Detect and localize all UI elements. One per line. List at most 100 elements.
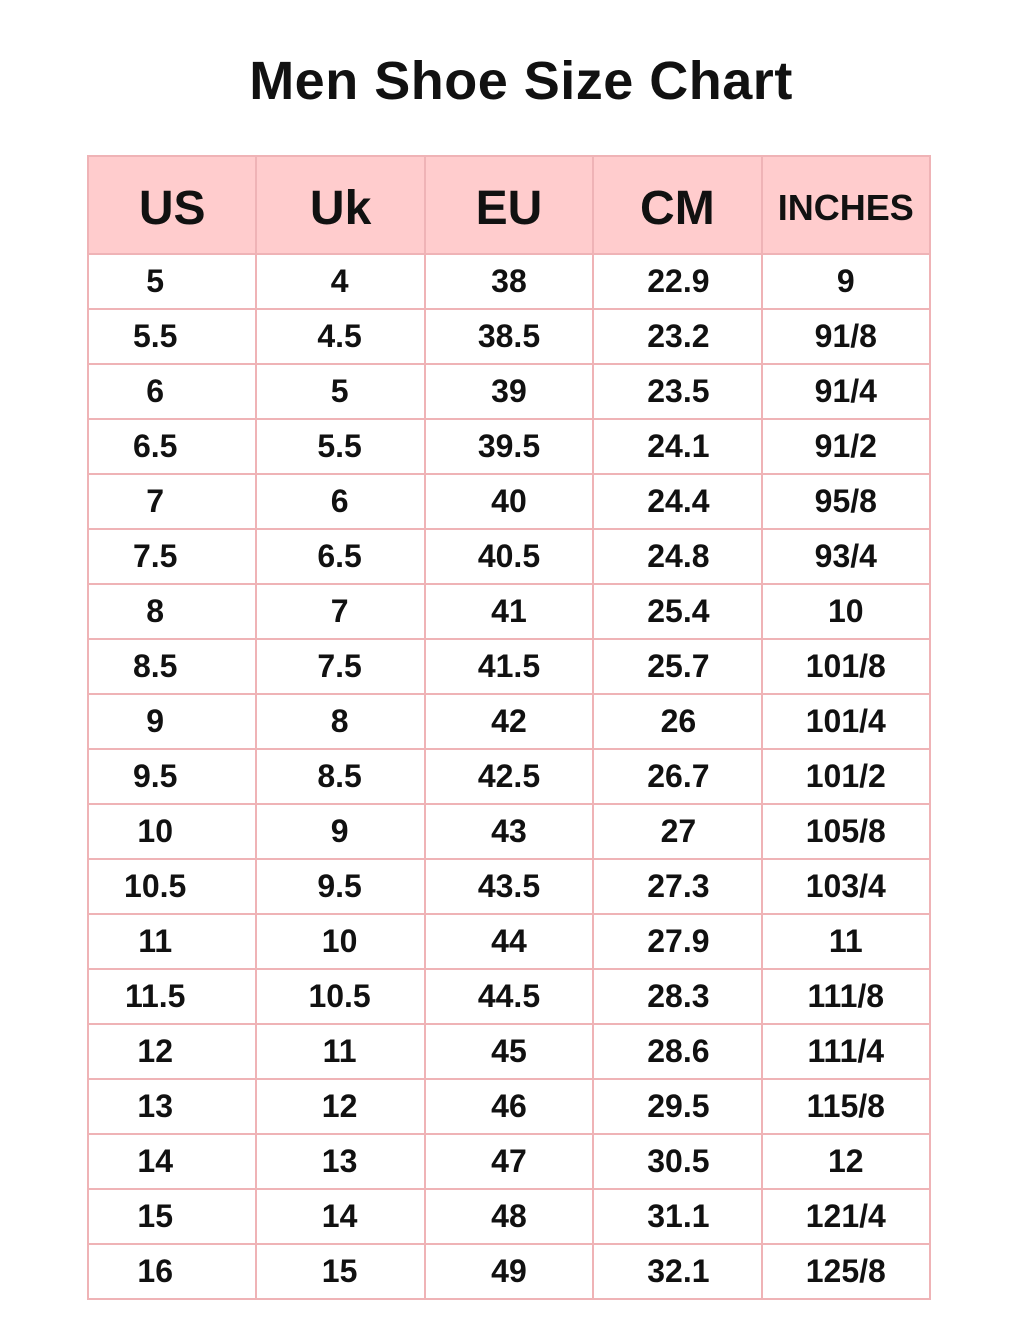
cell-eu: 39: [423, 363, 595, 420]
cell-us: 6.5: [86, 418, 258, 475]
cell-us: 7.5: [86, 528, 258, 585]
header-eu: EU: [423, 155, 595, 255]
table-row: 6 5 39 23.5 91/4: [86, 363, 932, 420]
cell-uk: 8: [255, 693, 426, 750]
cell-inches: 11: [760, 913, 932, 970]
cell-inches: 125/8: [760, 1243, 932, 1300]
cell-uk: 4.5: [255, 308, 426, 365]
table-row: 15 14 48 31.1 121/4: [86, 1188, 932, 1245]
cell-eu: 46: [423, 1078, 595, 1135]
cell-eu: 44: [423, 913, 595, 970]
cell-cm: 27: [592, 803, 763, 860]
cell-eu: 38: [423, 253, 595, 310]
cell-inches: 111/8: [760, 968, 932, 1025]
cell-inches: 9: [760, 253, 932, 310]
cell-uk: 9: [255, 803, 426, 860]
header-cm: CM: [592, 155, 763, 255]
cell-cm: 27.3: [592, 858, 763, 915]
cell-cm: 26: [592, 693, 763, 750]
cell-eu: 41: [423, 583, 595, 640]
table-row: 13 12 46 29.5 115/8: [86, 1078, 932, 1135]
cell-inches: 101/2: [760, 748, 932, 805]
cell-uk: 15: [255, 1243, 426, 1300]
cell-inches: 115/8: [760, 1078, 932, 1135]
cell-us: 6: [86, 363, 258, 420]
cell-inches: 101/4: [760, 693, 932, 750]
cell-uk: 10.5: [255, 968, 426, 1025]
header-us: US: [86, 155, 258, 255]
cell-us: 10: [86, 803, 258, 860]
cell-inches: 101/8: [760, 638, 932, 695]
cell-cm: 23.5: [592, 363, 763, 420]
cell-eu: 48: [423, 1188, 595, 1245]
cell-cm: 24.4: [592, 473, 763, 530]
cell-cm: 30.5: [592, 1133, 763, 1190]
table-row: 5.5 4.5 38.5 23.2 91/8: [86, 308, 932, 365]
cell-uk: 12: [255, 1078, 426, 1135]
table-row: 10 9 43 27 105/8: [86, 803, 932, 860]
table-row: 7 6 40 24.4 95/8: [86, 473, 932, 530]
cell-inches: 91/2: [760, 418, 932, 475]
cell-us: 12: [86, 1023, 258, 1080]
cell-us: 8: [86, 583, 258, 640]
cell-inches: 93/4: [760, 528, 932, 585]
cell-cm: 22.9: [592, 253, 763, 310]
cell-us: 8.5: [86, 638, 258, 695]
cell-uk: 4: [255, 253, 426, 310]
cell-inches: 121/4: [760, 1188, 932, 1245]
cell-eu: 39.5: [423, 418, 595, 475]
cell-cm: 32.1: [592, 1243, 763, 1300]
cell-inches: 10: [760, 583, 932, 640]
table-row: 5 4 38 22.9 9: [86, 253, 932, 310]
table-row: 8 7 41 25.4 10: [86, 583, 932, 640]
cell-cm: 24.8: [592, 528, 763, 585]
cell-eu: 43.5: [423, 858, 595, 915]
cell-uk: 6.5: [255, 528, 426, 585]
cell-eu: 40: [423, 473, 595, 530]
cell-eu: 42: [423, 693, 595, 750]
cell-uk: 8.5: [255, 748, 426, 805]
cell-eu: 47: [423, 1133, 595, 1190]
cell-cm: 29.5: [592, 1078, 763, 1135]
cell-us: 5: [86, 253, 258, 310]
cell-us: 13: [86, 1078, 258, 1135]
cell-inches: 91/8: [760, 308, 932, 365]
cell-cm: 27.9: [592, 913, 763, 970]
cell-uk: 11: [255, 1023, 426, 1080]
cell-inches: 95/8: [760, 473, 932, 530]
header-inches: INCHES: [760, 155, 932, 255]
cell-us: 11: [86, 913, 258, 970]
cell-eu: 40.5: [423, 528, 595, 585]
table-row: 8.5 7.5 41.5 25.7 101/8: [86, 638, 932, 695]
table-row: 16 15 49 32.1 125/8: [86, 1243, 932, 1300]
cell-uk: 5: [255, 363, 426, 420]
cell-us: 11.5: [86, 968, 258, 1025]
table-row: 11.5 10.5 44.5 28.3 111/8: [86, 968, 932, 1025]
cell-us: 16: [86, 1243, 258, 1300]
cell-uk: 10: [255, 913, 426, 970]
cell-inches: 105/8: [760, 803, 932, 860]
cell-uk: 13: [255, 1133, 426, 1190]
cell-eu: 38.5: [423, 308, 595, 365]
cell-uk: 6: [255, 473, 426, 530]
cell-cm: 25.7: [592, 638, 763, 695]
table-row: 6.5 5.5 39.5 24.1 91/2: [86, 418, 932, 475]
cell-us: 5.5: [86, 308, 258, 365]
cell-us: 15: [86, 1188, 258, 1245]
cell-eu: 41.5: [423, 638, 595, 695]
cell-uk: 7: [255, 583, 426, 640]
page-title: Men Shoe Size Chart: [249, 51, 793, 111]
table-row: 9.5 8.5 42.5 26.7 101/2: [86, 748, 932, 805]
cell-cm: 28.3: [592, 968, 763, 1025]
cell-us: 9.5: [86, 748, 258, 805]
cell-inches: 111/4: [760, 1023, 932, 1080]
table-row: 9 8 42 26 101/4: [86, 693, 932, 750]
cell-cm: 25.4: [592, 583, 763, 640]
cell-us: 9: [86, 693, 258, 750]
cell-cm: 24.1: [592, 418, 763, 475]
table-row: 14 13 47 30.5 12: [86, 1133, 932, 1190]
cell-uk: 5.5: [255, 418, 426, 475]
cell-eu: 49: [423, 1243, 595, 1300]
cell-cm: 28.6: [592, 1023, 763, 1080]
cell-uk: 9.5: [255, 858, 426, 915]
